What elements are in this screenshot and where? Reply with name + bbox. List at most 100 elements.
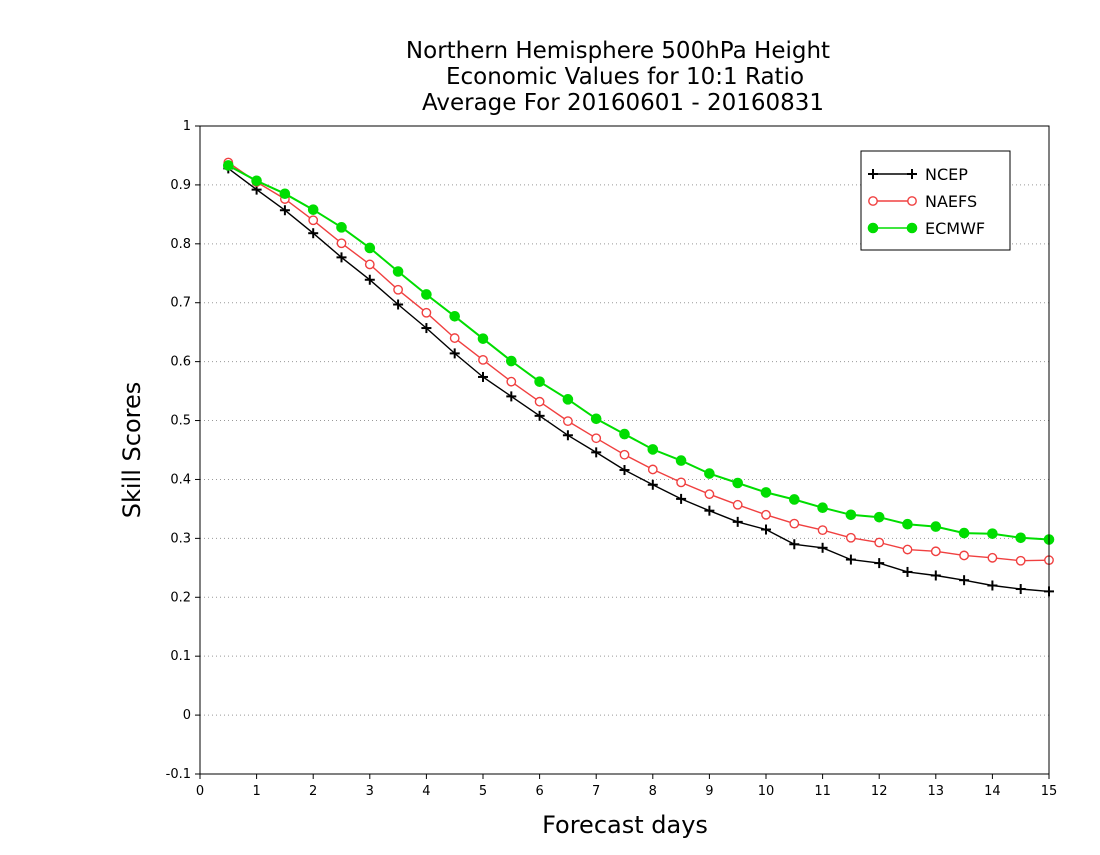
data-point-naefs [846, 532, 856, 543]
data-point-ncep [987, 580, 998, 591]
y-tick-label: 0.9 [170, 178, 191, 193]
axis-ticks: -0.100.10.20.30.40.50.60.70.80.910 1 2 3 4 5 6… [166, 119, 1058, 799]
data-point-ncep [676, 493, 687, 504]
data-point-ncep [506, 391, 517, 402]
data-point-ncep [619, 465, 630, 476]
y-tick-label: 0.6 [170, 355, 191, 370]
legend-label-naefs: NAEFS [925, 192, 977, 211]
data-point-naefs [563, 416, 573, 427]
data-point-ecmwf [590, 413, 602, 425]
data-point-ecmwf [930, 521, 942, 532]
legend: NCEP NAEFS ECMWF [860, 150, 1011, 251]
data-point-naefs [421, 307, 432, 318]
data-point-ncep [647, 479, 658, 490]
data-point-naefs [534, 396, 545, 407]
data-point-ncep [591, 447, 602, 458]
data-point-ecmwf [506, 355, 517, 367]
data-point-naefs [364, 259, 375, 270]
x-tick-label: 15 [1041, 784, 1058, 799]
data-point-ecmwf [421, 289, 432, 300]
data-point-ncep [308, 228, 319, 239]
data-point-ncep [534, 410, 545, 421]
data-point-ncep [1015, 584, 1026, 595]
y-tick-label: 0.2 [170, 590, 191, 605]
data-point-naefs [308, 215, 319, 226]
data-point-ecmwf [619, 428, 630, 440]
x-tick-label: 14 [984, 784, 1001, 799]
data-point-ncep [959, 575, 970, 586]
legend-marker-end-ncep [907, 169, 917, 179]
plot-frame [199, 125, 1050, 775]
data-point-ecmwf [902, 518, 913, 530]
x-tick-label: 0 [196, 784, 204, 799]
chart-title-line-3: Average For 20160601 - 20160831 [422, 90, 824, 116]
series-group [223, 157, 1055, 597]
legend-marker-start-naefs [868, 196, 878, 206]
legend-marker-end-ecmwf [906, 222, 918, 234]
y-axis-label: Skill Scores [118, 382, 146, 519]
data-point-naefs [987, 552, 998, 563]
y-tick-label: 0.8 [170, 237, 191, 252]
data-point-ncep [930, 570, 941, 581]
y-tick-label: 0 [183, 708, 191, 723]
data-point-naefs [817, 525, 828, 536]
data-point-ecmwf [392, 266, 404, 277]
data-point-naefs [1015, 555, 1026, 566]
data-point-naefs [393, 284, 403, 295]
data-point-naefs [930, 546, 941, 557]
data-point-ncep [364, 274, 375, 285]
data-point-naefs [619, 449, 630, 460]
x-tick-label: 2 [309, 784, 317, 799]
y-tick-label: 0.5 [170, 414, 191, 429]
x-tick-label: 6 [535, 784, 543, 799]
chart-title-line-2: Economic Values for 10:1 Ratio [446, 64, 804, 90]
chart-title-line-1: Northern Hemisphere 500hPa Height [406, 38, 830, 64]
legend-label-ecmwf: ECMWF [925, 219, 985, 238]
data-point-naefs [704, 489, 715, 500]
data-point-ncep [874, 558, 885, 569]
data-point-naefs [449, 333, 460, 343]
legend-label-ncep: NCEP [925, 165, 968, 184]
data-point-naefs [959, 550, 969, 561]
data-point-ncep [393, 299, 404, 310]
y-tick-label: -0.1 [166, 767, 191, 782]
data-point-naefs [591, 433, 602, 444]
data-point-ecmwf [987, 528, 998, 539]
data-point-ecmwf [760, 487, 772, 498]
data-point-ecmwf [789, 494, 800, 505]
data-point-naefs [732, 499, 743, 510]
y-tick-label: 0.4 [170, 472, 191, 487]
data-point-ecmwf [647, 444, 659, 455]
data-point-naefs [506, 376, 517, 387]
data-point-ecmwf [307, 204, 319, 215]
data-point-ecmwf [845, 509, 857, 521]
data-point-ecmwf [279, 188, 291, 200]
data-point-ncep [817, 542, 828, 553]
data-point-ncep [704, 505, 715, 516]
data-point-ncep [902, 566, 913, 577]
legend-item-naefs: NAEFS [868, 192, 977, 211]
x-tick-label: 10 [758, 784, 775, 799]
series-ncep [223, 163, 1054, 597]
data-point-ecmwf [251, 175, 262, 187]
data-point-naefs [647, 464, 658, 475]
x-axis-label: Forecast days [542, 811, 708, 839]
data-point-ecmwf [336, 222, 347, 233]
data-point-ecmwf [562, 394, 574, 405]
x-tick-label: 13 [928, 784, 945, 799]
data-point-ecmwf [449, 310, 461, 322]
x-tick-label: 8 [649, 784, 657, 799]
series-naefs [223, 157, 1054, 566]
x-tick-label: 5 [479, 784, 487, 799]
legend-marker-end-naefs [907, 196, 917, 206]
legend-item-ncep: NCEP [868, 165, 968, 184]
data-point-naefs [336, 238, 347, 249]
y-tick-label: 0.1 [170, 649, 191, 664]
data-point-naefs [902, 544, 913, 555]
data-point-ncep [789, 539, 800, 550]
data-point-ncep [478, 371, 488, 382]
data-point-ecmwf [223, 160, 234, 171]
data-point-ncep [845, 554, 856, 565]
data-point-ecmwf [817, 502, 828, 514]
